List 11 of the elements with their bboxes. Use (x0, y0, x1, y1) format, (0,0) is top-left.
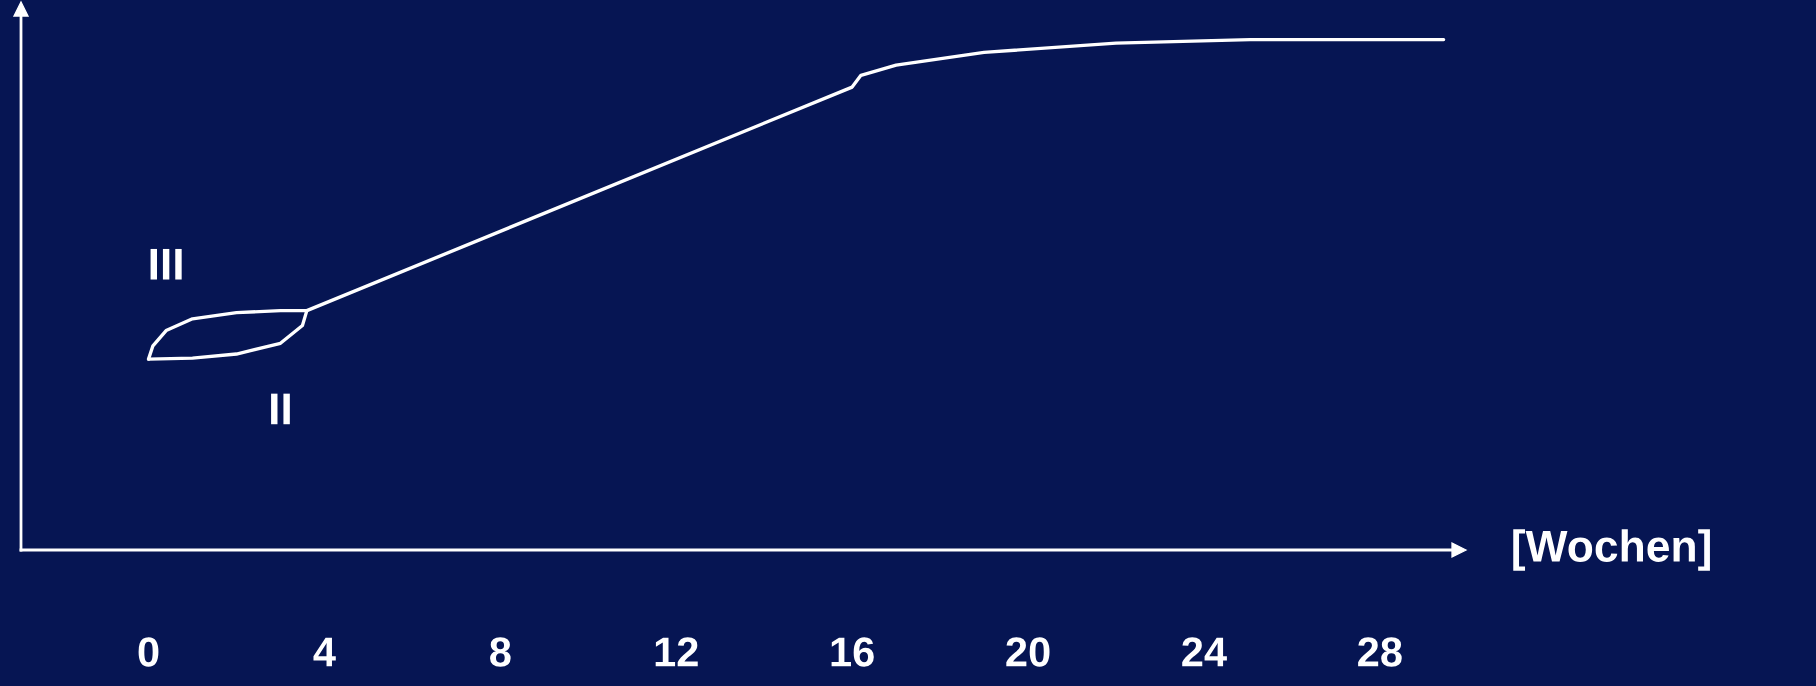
x-tick-label: 16 (831, 637, 874, 667)
x-tick-label: 0 (138, 637, 159, 667)
series-label: II (271, 393, 290, 425)
x-tick-label: 4 (313, 637, 336, 667)
x-tick-label: 24 (1182, 637, 1227, 667)
x-tick-label: 20 (1006, 637, 1050, 667)
x-axis-title: [Wochen] (1513, 529, 1710, 571)
x-tick-label: 8 (490, 637, 511, 667)
x-tick-label: 28 (1358, 637, 1402, 667)
x-tick-label: 12 (655, 637, 698, 667)
series-label: III (150, 248, 182, 280)
